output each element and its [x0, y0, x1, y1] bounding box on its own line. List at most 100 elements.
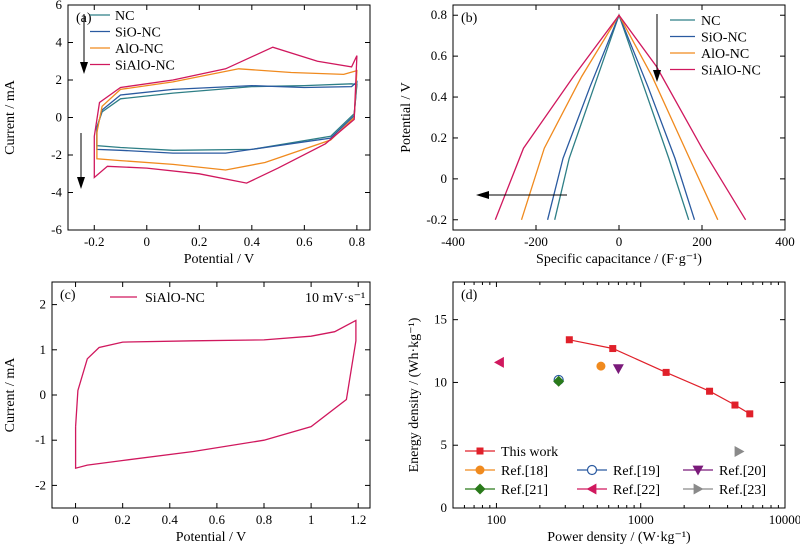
x-tick-label: 0 — [616, 234, 623, 249]
legend-label: SiO-NC — [115, 26, 161, 41]
series-sialo-nc-curve — [494, 14, 747, 221]
ref-point-21 — [553, 375, 565, 387]
y-tick-label: -6 — [51, 222, 62, 237]
series-nc-curve — [554, 13, 690, 221]
y-tick-label: 0.2 — [431, 130, 447, 145]
plot-frame — [51, 281, 371, 509]
y-tick-label: 0 — [56, 110, 63, 125]
legend-label: SiAlO-NC — [115, 59, 175, 74]
y-tick-label: 2 — [56, 72, 63, 87]
y-tick-label: 0 — [441, 171, 448, 186]
x-tick-label: 400 — [775, 234, 795, 249]
legend-marker — [476, 447, 484, 455]
legend-label: NC — [115, 9, 134, 24]
series-sio-nc-curve — [96, 80, 358, 154]
legend-marker — [586, 464, 598, 476]
legend-label: SiAlO-NC — [701, 64, 761, 79]
this-work-point — [565, 336, 573, 344]
y-tick-label: 0 — [441, 500, 448, 515]
panel-b: -400 -200 0 200 400 -0.2 0 0.2 0.4 0.6 0.8 Specific… — [399, 4, 795, 267]
legend-label: SiO-NC — [701, 31, 747, 46]
series-alo-nc-curve — [520, 13, 719, 221]
legend-marker — [693, 483, 704, 495]
x-tick-label: 200 — [692, 234, 712, 249]
x-axis-label: Potential / V — [184, 252, 255, 267]
this-work-line — [569, 339, 751, 415]
x-tick-label: 1 — [308, 512, 315, 527]
annotation-scan-rate: 10 mV·s⁻¹ — [305, 291, 365, 306]
legend-marker — [692, 465, 704, 476]
legend-marker — [474, 483, 486, 495]
x-axis-label: Power density / (W·kg⁻¹) — [547, 530, 691, 545]
x-tick-label: 10000 — [769, 512, 800, 527]
panel-label: (c) — [60, 288, 76, 303]
arrow-head — [80, 62, 88, 74]
y-axis-label: Current / mA — [3, 79, 18, 155]
y-axis-label: Current / mA — [3, 357, 18, 433]
y-axis-label: Potential / V — [399, 82, 414, 153]
y-tick-label: 0.4 — [431, 89, 448, 104]
y-tick-label: -2 — [35, 477, 46, 492]
this-work-point — [706, 387, 714, 395]
legend-label: NC — [701, 14, 720, 29]
legend-label: Ref.[22] — [613, 483, 660, 498]
ref-point-22 — [493, 356, 504, 368]
legend-label: Ref.[19] — [613, 464, 660, 479]
series-alo-nc-curve — [96, 68, 358, 171]
this-work-point — [731, 401, 739, 409]
x-tick-label: -200 — [524, 234, 548, 249]
y-tick-label: 0.6 — [431, 48, 448, 63]
x-tick-label: -400 — [441, 234, 465, 249]
x-tick-label: 0.4 — [244, 234, 261, 249]
this-work-point — [662, 368, 670, 376]
y-tick-label: -0.2 — [426, 212, 447, 227]
legend-marker — [586, 483, 597, 495]
x-axis-label: Potential / V — [176, 530, 247, 545]
x-tick-label: 100 — [487, 512, 507, 527]
panel-label: (b) — [461, 11, 478, 26]
y-axis-label: Energy density / (Wh·kg⁻¹) — [407, 317, 422, 472]
y-tick-label: 2 — [40, 297, 47, 312]
y-tick-label: 0 — [40, 387, 47, 402]
legend-label: Ref.[18] — [501, 464, 548, 479]
x-tick-label: 0.4 — [162, 512, 179, 527]
x-tick-label: 0.8 — [349, 234, 365, 249]
this-work-point — [746, 410, 754, 418]
series-sialo-nc-curve — [93, 46, 358, 184]
x-tick-label: 1000 — [628, 512, 654, 527]
legend-label: SiAlO-NC — [145, 291, 205, 306]
y-tick-label: -2 — [51, 147, 62, 162]
x-tick-label: 0.8 — [256, 512, 272, 527]
series-sio-nc-curve — [546, 13, 696, 220]
x-tick-label: 0.2 — [191, 234, 207, 249]
x-tick-label: 0 — [72, 512, 79, 527]
arrow-head — [653, 70, 661, 82]
series-sialo-nc-curve — [74, 319, 357, 470]
ref-point-20 — [612, 364, 624, 375]
legend-marker — [475, 465, 485, 475]
panel-d: 100 1000 10000 0 5 10 15 Power density / (W·kg⁻… — [407, 281, 800, 545]
x-tick-label: 0 — [144, 234, 151, 249]
x-tick-label: 1.2 — [350, 512, 366, 527]
y-tick-label: -1 — [35, 432, 46, 447]
x-axis-label: Specific capacitance / (F·g⁻¹) — [536, 252, 702, 267]
panel-c: 0 0.2 0.4 0.6 0.8 1 1.2 -2 -1 0 1 2 Potential / V Cur… — [3, 281, 371, 545]
panel-label: (d) — [461, 288, 478, 303]
x-tick-label: 0.6 — [296, 234, 313, 249]
plot-frame — [67, 4, 371, 231]
legend-label: AlO-NC — [701, 47, 749, 62]
legend-label: This work — [501, 445, 558, 460]
y-tick-label: 10 — [434, 374, 447, 389]
this-work-point — [609, 345, 617, 353]
y-tick-label: 0.8 — [431, 7, 447, 22]
legend-label: Ref.[20] — [719, 464, 766, 479]
y-tick-label: 6 — [56, 0, 63, 12]
y-tick-label: 4 — [56, 35, 63, 50]
arrow-head — [77, 177, 85, 189]
x-tick-label: 0.2 — [115, 512, 131, 527]
plot-frame — [452, 281, 786, 509]
ref-point-18 — [596, 361, 606, 371]
x-tick-label: 0.6 — [209, 512, 226, 527]
legend-label: AlO-NC — [115, 42, 163, 57]
